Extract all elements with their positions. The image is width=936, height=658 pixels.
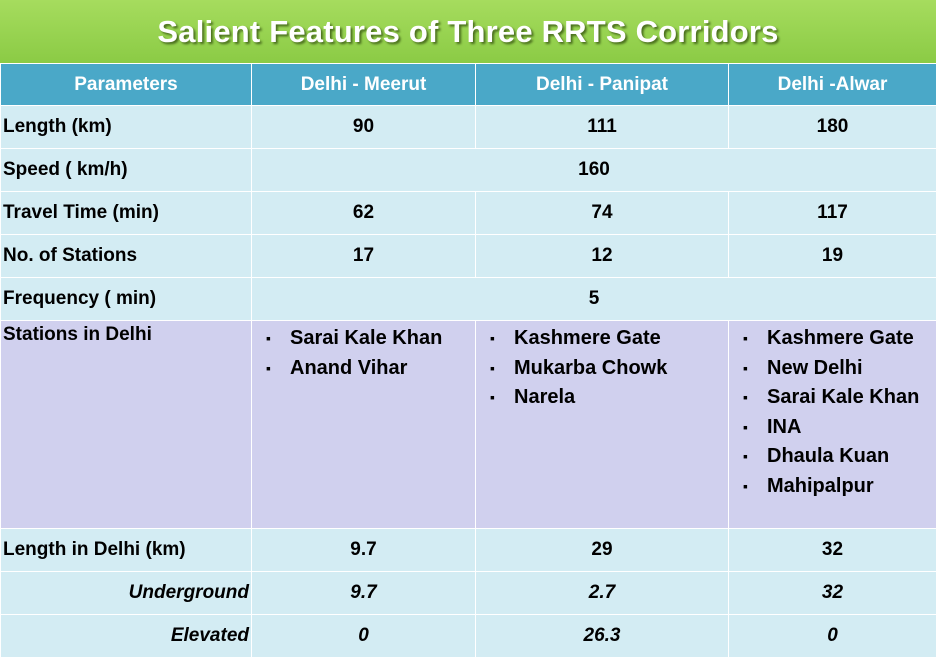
cell-value: 2.7 [476, 572, 729, 615]
bullet-icon: ▪ [490, 324, 495, 354]
cell-value: 180 [729, 106, 936, 149]
cell-value: 111 [476, 106, 729, 149]
header-delhi-meerut: Delhi - Meerut [252, 64, 476, 106]
station-name: Kashmere Gate [514, 327, 661, 349]
cell-value: 62 [252, 192, 476, 235]
cell-value: 17 [252, 235, 476, 278]
param-label: Stations in Delhi [1, 321, 252, 529]
row-stations-count: No. of Stations 17 12 19 [1, 235, 936, 278]
station-name: Kashmere Gate [767, 327, 914, 349]
bullet-icon: ▪ [743, 442, 748, 472]
list-item: ▪ INA [743, 413, 936, 443]
stations-cell-alwar: ▪ Kashmere Gate ▪ New Delhi ▪ Sarai Kale Kh… [729, 321, 936, 529]
list-item: ▪ Mukarba Chowk [490, 354, 728, 384]
station-name: Mukarba Chowk [514, 357, 667, 379]
bullet-icon: ▪ [490, 354, 495, 384]
cell-value: 160 [252, 149, 936, 192]
list-item: ▪ Sarai Kale Khan [743, 383, 936, 413]
station-name: Dhaula Kuan [767, 445, 889, 467]
param-label: Underground [1, 572, 252, 615]
station-name: Narela [514, 386, 575, 408]
station-name: New Delhi [767, 357, 863, 379]
stations-cell-meerut: ▪ Sarai Kale Khan ▪ Anand Vihar [252, 321, 476, 529]
features-table: Parameters Delhi - Meerut Delhi - Panipa… [0, 63, 936, 658]
list-item: ▪ Sarai Kale Khan [266, 324, 475, 354]
header-parameters: Parameters [1, 64, 252, 106]
station-name: Sarai Kale Khan [767, 386, 919, 408]
cell-value: 32 [729, 572, 936, 615]
param-label: Length in Delhi (km) [1, 529, 252, 572]
header-row: Parameters Delhi - Meerut Delhi - Panipa… [1, 64, 936, 106]
cell-value: 74 [476, 192, 729, 235]
row-travel-time: Travel Time (min) 62 74 117 [1, 192, 936, 235]
row-underground: Underground 9.7 2.7 32 [1, 572, 936, 615]
cell-value: 0 [729, 615, 936, 658]
title-bar: Salient Features of Three RRTS Corridors [0, 0, 936, 63]
station-name: Mahipalpur [767, 475, 874, 497]
cell-value: 12 [476, 235, 729, 278]
cell-value: 26.3 [476, 615, 729, 658]
row-elevated: Elevated 0 26.3 0 [1, 615, 936, 658]
station-list: ▪ Sarai Kale Khan ▪ Anand Vihar [252, 321, 475, 383]
row-speed: Speed ( km/h) 160 [1, 149, 936, 192]
cell-value: 5 [252, 278, 936, 321]
cell-value: 117 [729, 192, 936, 235]
param-label: Travel Time (min) [1, 192, 252, 235]
station-list: ▪ Kashmere Gate ▪ Mukarba Chowk ▪ Narela [476, 321, 728, 413]
bullet-icon: ▪ [266, 354, 271, 384]
bullet-icon: ▪ [266, 324, 271, 354]
param-label: Elevated [1, 615, 252, 658]
stations-cell-panipat: ▪ Kashmere Gate ▪ Mukarba Chowk ▪ Narela [476, 321, 729, 529]
bullet-icon: ▪ [743, 413, 748, 443]
station-name: Sarai Kale Khan [290, 327, 442, 349]
list-item: ▪ Narela [490, 383, 728, 413]
cell-value: 0 [252, 615, 476, 658]
row-length: Length (km) 90 111 180 [1, 106, 936, 149]
bullet-icon: ▪ [490, 383, 495, 413]
station-name: Anand Vihar [290, 357, 407, 379]
row-stations-in-delhi: Stations in Delhi ▪ Sarai Kale Khan ▪ Anan… [1, 321, 936, 529]
header-delhi-panipat: Delhi - Panipat [476, 64, 729, 106]
station-name: INA [767, 416, 801, 438]
cell-value: 29 [476, 529, 729, 572]
list-item: ▪ Anand Vihar [266, 354, 475, 384]
list-item: ▪ New Delhi [743, 354, 936, 384]
row-frequency: Frequency ( min) 5 [1, 278, 936, 321]
cell-value: 32 [729, 529, 936, 572]
cell-value: 19 [729, 235, 936, 278]
station-list: ▪ Kashmere Gate ▪ New Delhi ▪ Sarai Kale Kh… [729, 321, 936, 501]
cell-value: 9.7 [252, 529, 476, 572]
bullet-icon: ▪ [743, 472, 748, 502]
param-label: Speed ( km/h) [1, 149, 252, 192]
header-delhi-alwar: Delhi -Alwar [729, 64, 936, 106]
list-item: ▪ Kashmere Gate [743, 324, 936, 354]
param-label: Frequency ( min) [1, 278, 252, 321]
bullet-icon: ▪ [743, 354, 748, 384]
row-length-in-delhi: Length in Delhi (km) 9.7 29 32 [1, 529, 936, 572]
slide-title: Salient Features of Three RRTS Corridors [157, 14, 778, 50]
list-item: ▪ Dhaula Kuan [743, 442, 936, 472]
list-item: ▪ Kashmere Gate [490, 324, 728, 354]
cell-value: 9.7 [252, 572, 476, 615]
list-item: ▪ Mahipalpur [743, 472, 936, 502]
bullet-icon: ▪ [743, 383, 748, 413]
bullet-icon: ▪ [743, 324, 748, 354]
cell-value: 90 [252, 106, 476, 149]
param-label: Length (km) [1, 106, 252, 149]
param-label: No. of Stations [1, 235, 252, 278]
